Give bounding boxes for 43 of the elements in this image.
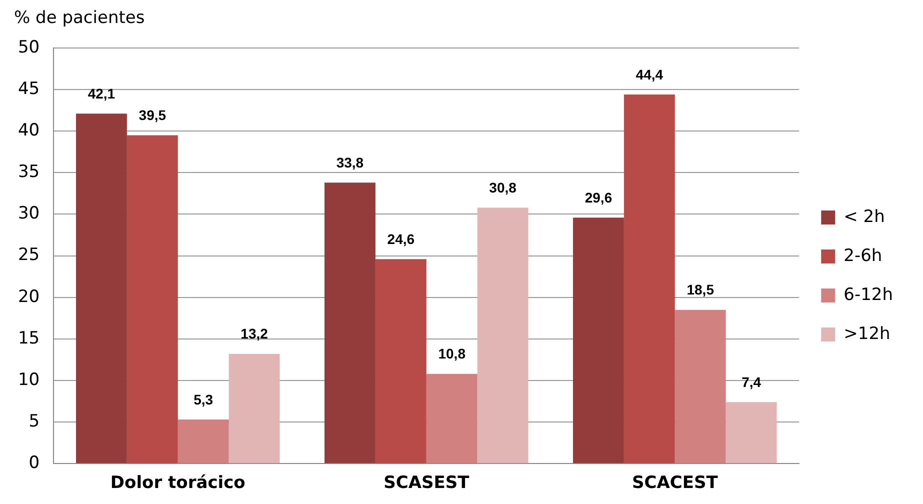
y-tick-label: 50 bbox=[18, 37, 40, 58]
data-label: 29,6 bbox=[584, 189, 612, 206]
data-label: 10,8 bbox=[438, 346, 466, 362]
y-tick-label: 35 bbox=[18, 162, 40, 182]
legend-label: 6-12h bbox=[844, 284, 894, 305]
data-label: 42,1 bbox=[88, 86, 116, 102]
x-tick-label: Dolor torácico bbox=[110, 473, 246, 494]
legend-label: < 2h bbox=[844, 206, 885, 227]
bar bbox=[324, 182, 376, 464]
x-tick-label: SCACEST bbox=[632, 473, 718, 494]
y-tick-label: 20 bbox=[18, 286, 40, 307]
y-tick-label: 5 bbox=[28, 411, 40, 432]
bar bbox=[426, 374, 478, 464]
bar bbox=[126, 135, 178, 464]
y-tick-label: 10 bbox=[18, 370, 40, 390]
bar bbox=[573, 218, 624, 464]
data-label: 7,4 bbox=[742, 374, 762, 390]
bar bbox=[375, 259, 426, 464]
bar bbox=[674, 310, 726, 464]
legend-label: >12h bbox=[844, 324, 890, 344]
data-label: 39,5 bbox=[138, 107, 166, 124]
y-tick-label: 45 bbox=[18, 78, 40, 99]
y-tick-label: 40 bbox=[18, 120, 40, 141]
data-label: 44,4 bbox=[636, 66, 664, 82]
bar bbox=[228, 354, 280, 464]
y-tick-label: 30 bbox=[18, 204, 40, 224]
bar bbox=[477, 208, 528, 464]
y-axis-title: % de pacientes bbox=[14, 8, 145, 28]
data-label: 33,8 bbox=[336, 154, 364, 171]
bar bbox=[76, 114, 127, 464]
bar bbox=[726, 402, 777, 464]
data-label: 30,8 bbox=[489, 179, 517, 196]
y-tick-label: 0 bbox=[28, 453, 40, 474]
bar bbox=[624, 94, 675, 464]
data-label: 24,6 bbox=[387, 230, 415, 247]
y-tick-label: 25 bbox=[18, 245, 40, 266]
data-label: 13,2 bbox=[240, 326, 268, 342]
bar bbox=[178, 420, 229, 464]
data-label: 5,3 bbox=[194, 391, 214, 408]
legend-label: 2-6h bbox=[844, 246, 882, 266]
x-tick-label: SCASEST bbox=[384, 473, 470, 494]
y-tick-label: 15 bbox=[18, 328, 40, 348]
data-label: 18,5 bbox=[686, 282, 714, 298]
